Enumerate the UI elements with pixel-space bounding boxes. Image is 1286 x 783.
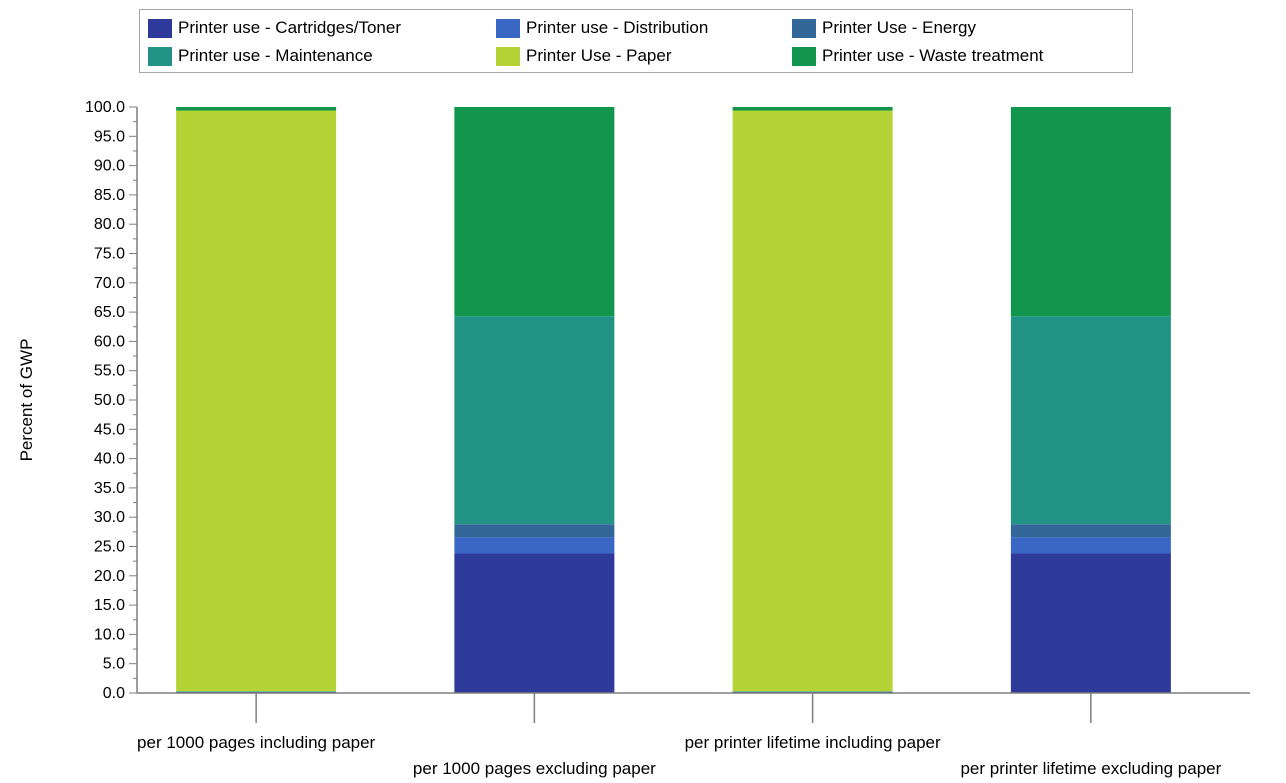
- y-tick-label: 65.0: [94, 304, 125, 321]
- y-tick-label: 35.0: [94, 480, 125, 497]
- legend-swatch: [496, 18, 520, 38]
- y-tick-label: 55.0: [94, 363, 125, 380]
- y-tick-label: 70.0: [94, 275, 125, 292]
- x-category-label: per printer lifetime excluding paper: [960, 759, 1221, 778]
- y-tick-label: 95.0: [94, 128, 125, 145]
- x-axis-categories: per 1000 pages including paper per 1000 p…: [137, 693, 1222, 778]
- y-tick-label: 30.0: [94, 509, 125, 526]
- legend-label: Printer use - Maintenance: [178, 46, 373, 65]
- legend-swatch: [148, 18, 172, 38]
- y-tick-label: 100.0: [85, 99, 125, 116]
- x-category-label: per 1000 pages excluding paper: [413, 759, 656, 778]
- x-category-label: per printer lifetime including paper: [685, 733, 941, 752]
- legend-item: Printer use - Cartridges/Toner: [148, 14, 496, 42]
- bar-segment: [454, 524, 615, 538]
- bar-segment: [454, 537, 615, 554]
- legend-swatch: [496, 46, 520, 66]
- bar-segment: [1010, 553, 1171, 693]
- legend-swatch: [148, 46, 172, 66]
- legend-item: Printer Use - Energy: [792, 14, 1112, 42]
- bar-segment: [176, 107, 337, 111]
- x-category-label: per 1000 pages including paper: [137, 733, 376, 752]
- y-tick-label: 15.0: [94, 597, 125, 614]
- legend-item: Printer Use - Paper: [496, 42, 792, 70]
- y-tick-label: 80.0: [94, 216, 125, 233]
- legend-label: Printer Use - Paper: [526, 46, 672, 65]
- legend-label: Printer Use - Energy: [822, 18, 976, 37]
- bars: [176, 107, 1171, 693]
- y-tick-label: 0.0: [103, 685, 125, 702]
- y-tick-label: 50.0: [94, 392, 125, 409]
- y-tick-label: 45.0: [94, 421, 125, 438]
- bar-segment: [1010, 107, 1171, 317]
- legend-item: Printer use - Maintenance: [148, 42, 496, 70]
- bar-segment: [176, 110, 337, 692]
- y-tick-label: 75.0: [94, 246, 125, 263]
- y-axis-ticks: 0.0 5.0 10.0 15.0 20.0 25.0 30.0 35.0 40.0 45.0 50…: [85, 99, 137, 702]
- legend-item: Printer use - Waste treatment: [792, 42, 1112, 70]
- bar-segment: [732, 110, 893, 692]
- legend-item: Printer use - Distribution: [496, 14, 792, 42]
- bar-segment: [454, 316, 615, 525]
- bar-segment: [732, 107, 893, 111]
- y-tick-label: 20.0: [94, 568, 125, 585]
- chart-legend: Printer use - Cartridges/Toner Printer us…: [139, 9, 1133, 73]
- bar-segment: [1010, 537, 1171, 554]
- y-tick-label: 5.0: [103, 656, 125, 673]
- y-tick-label: 25.0: [94, 539, 125, 556]
- legend-label: Printer use - Cartridges/Toner: [178, 18, 401, 37]
- bar-segment: [1010, 524, 1171, 538]
- y-tick-label: 85.0: [94, 187, 125, 204]
- y-axis-title: Percent of GWP: [17, 339, 36, 462]
- legend-swatch: [792, 46, 816, 66]
- y-tick-label: 40.0: [94, 451, 125, 468]
- legend-label: Printer use - Waste treatment: [822, 46, 1044, 65]
- legend-swatch: [792, 18, 816, 38]
- bar-segment: [1010, 316, 1171, 525]
- bar-segment: [732, 691, 893, 692]
- legend-label: Printer use - Distribution: [526, 18, 709, 37]
- bar-segment: [454, 107, 615, 317]
- bar-segment: [454, 553, 615, 693]
- y-tick-label: 60.0: [94, 333, 125, 350]
- y-tick-label: 10.0: [94, 626, 125, 643]
- y-tick-label: 90.0: [94, 158, 125, 175]
- bar-segment: [176, 691, 337, 692]
